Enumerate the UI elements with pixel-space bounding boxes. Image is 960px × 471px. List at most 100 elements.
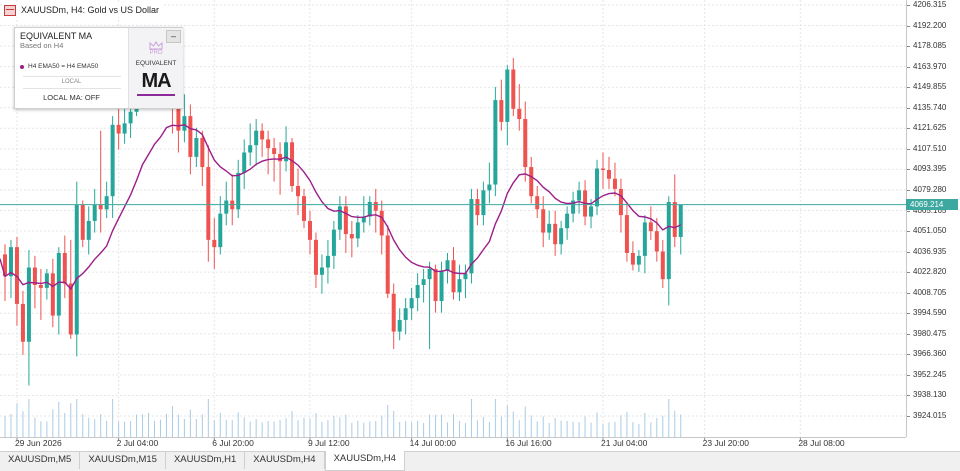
- equivalent-ma-panel[interactable]: EQUIVALENT MA Based on H4 H4 EMA50 = H4 …: [14, 27, 183, 109]
- local-ma-status[interactable]: LOCAL MA: OFF: [43, 93, 100, 102]
- candle-bear: [200, 137, 205, 168]
- candle-bear: [206, 167, 211, 240]
- candle-bear: [373, 202, 378, 211]
- x-axis-tick-label: 9 Jul 12:00: [308, 438, 350, 448]
- candle-bull: [92, 204, 97, 221]
- candle-bull: [565, 213, 570, 229]
- candle-bull: [678, 204, 683, 237]
- candle-bull: [469, 199, 474, 274]
- price-chart[interactable]: 29 Jun 2026 2 Jul 04:00 6 Jul 20:00 9 Jul 1…: [0, 0, 906, 451]
- candle-bull: [589, 206, 594, 217]
- x-axis-tick-label: 14 Jul 00:00: [410, 438, 457, 448]
- panel-info: EQUIVALENT MA Based on H4 H4 EMA50 = H4 …: [15, 28, 128, 108]
- chart-tab[interactable]: XAUUSDm,H1: [166, 452, 246, 469]
- candle-bear: [343, 206, 348, 235]
- candle-bull: [104, 196, 109, 210]
- candle-bull: [636, 255, 641, 265]
- candle-bear: [349, 234, 354, 239]
- candle-bear: [266, 139, 271, 149]
- candle-bull: [337, 206, 342, 230]
- candle-bear: [98, 204, 103, 210]
- candle-bear: [499, 100, 504, 122]
- candle-bear: [307, 220, 312, 240]
- candle-bear: [278, 153, 283, 162]
- candle-bear: [313, 239, 318, 275]
- chart-tab[interactable]: XAUUSDm,H4: [324, 451, 405, 471]
- chart-title: XAUUSDm, H4: Gold vs US Dollar: [21, 5, 160, 15]
- equivalent-label: EQUIVALENT: [135, 60, 177, 67]
- candle-bear: [618, 188, 623, 216]
- candle-bear: [212, 239, 217, 248]
- candle-bear: [672, 202, 677, 237]
- panel-badge: – PRO EQUIVALENT MA: [128, 28, 183, 108]
- price-scale[interactable]: 4206.315 4192.200 4178.085 4163.970 4149.855…: [906, 0, 960, 437]
- candle-bull: [642, 222, 647, 256]
- candle-bear: [385, 235, 390, 294]
- candle-bear: [272, 148, 277, 154]
- candle-bull: [284, 142, 289, 162]
- candle-bear: [601, 168, 605, 170]
- candle-bear: [50, 273, 55, 316]
- candle-bear: [3, 254, 7, 277]
- x-axis-tick-label: 21 Jul 04:00: [601, 438, 648, 448]
- candle-bull: [481, 190, 486, 216]
- candle-bear: [451, 260, 456, 293]
- candle-bear: [541, 209, 546, 233]
- divider: [23, 76, 121, 77]
- candle-bear: [517, 108, 522, 120]
- candle-bull: [577, 190, 582, 201]
- candle-bull: [409, 298, 414, 309]
- ma-legend: H4 EMA50 = H4 EMA50: [20, 63, 98, 70]
- candle-bull: [361, 216, 366, 223]
- chart-tab[interactable]: XAUUSDm,M15: [80, 452, 166, 469]
- candle-bear: [38, 284, 43, 288]
- minimize-button[interactable]: –: [166, 30, 181, 43]
- candle-bull: [355, 222, 360, 239]
- candle-bull: [325, 255, 330, 268]
- candle-bull: [254, 130, 259, 146]
- candle-bull: [505, 69, 510, 122]
- candle-bull: [397, 319, 402, 332]
- candle-bear: [511, 69, 516, 109]
- candle-bull: [331, 229, 336, 256]
- chart-tab[interactable]: XAUUSDm,H4: [245, 452, 325, 469]
- candle-bull: [439, 270, 444, 302]
- candle-bear: [553, 223, 558, 245]
- candle-bear: [296, 185, 301, 197]
- candle-bull: [421, 279, 426, 285]
- candle-bull: [86, 220, 91, 240]
- ma-logo-text: MA: [141, 70, 171, 92]
- candle-bull: [242, 152, 247, 173]
- candle-bear: [302, 196, 306, 221]
- candle-bull: [547, 223, 552, 233]
- chart-tabs: XAUUSDm,M5 XAUUSDm,M15 XAUUSDm,H1 XAUUSDm,H…: [0, 451, 960, 471]
- candle-bull: [182, 116, 187, 131]
- candle-bear: [188, 116, 193, 157]
- chart-title-bar: XAUUSDm, H4: Gold vs US Dollar: [4, 3, 164, 17]
- x-axis-tick-label: 23 Jul 20:00: [703, 438, 750, 448]
- candle-bear: [433, 268, 438, 302]
- candle-bear: [391, 293, 396, 332]
- candle-bear: [630, 252, 635, 265]
- candle-bull: [128, 111, 133, 124]
- candle-bear: [475, 199, 480, 216]
- candle-bear: [260, 130, 265, 140]
- chart-window-icon: [4, 4, 16, 16]
- candle-bull: [571, 200, 576, 214]
- candle-bull: [445, 260, 450, 271]
- x-axis-tick-label: 28 Jul 08:00: [798, 438, 845, 448]
- candle-bull: [236, 172, 241, 210]
- x-axis-tick-label: 2 Jul 04:00: [117, 438, 159, 448]
- candle-bull: [367, 202, 372, 217]
- current-price-label: 4069.214: [906, 199, 958, 211]
- panel-subtitle: Based on H4: [20, 41, 64, 50]
- candle-bear: [523, 119, 528, 168]
- panel-title: EQUIVALENT MA: [20, 31, 93, 41]
- candle-bull: [56, 252, 61, 316]
- candle-bull: [415, 284, 420, 299]
- candle-bear: [62, 252, 67, 284]
- chart-area[interactable]: 29 Jun 2026 2 Jul 04:00 6 Jul 20:00 9 Jul 1…: [0, 0, 906, 451]
- divider: [23, 88, 121, 89]
- chart-tab[interactable]: XAUUSDm,M5: [0, 452, 81, 469]
- candle-bear: [14, 247, 19, 304]
